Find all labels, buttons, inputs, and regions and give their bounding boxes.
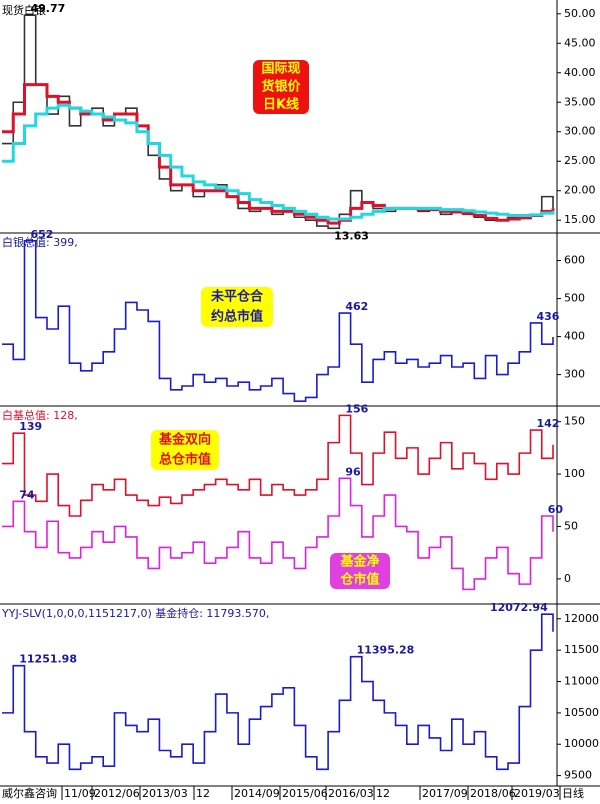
x-tick-label: 12: [196, 787, 210, 800]
value-label: 60: [548, 503, 564, 516]
annotation-text: 日K线: [263, 97, 299, 113]
panel-title: YYJ-SLV(1,0,0,0,1151217,0) 基金持仓: 11793.5…: [1, 606, 269, 620]
y-tick-label: 35.00: [564, 95, 596, 108]
value-label: 49.77: [30, 2, 65, 15]
panel-title: 白银总值: 399,: [2, 235, 78, 249]
y-tick-label: 150: [564, 415, 585, 428]
annotation-text: 总仓市值: [159, 452, 211, 468]
series-line: [2, 240, 554, 402]
annotation-box: [151, 430, 219, 470]
y-tick-label: 0: [564, 572, 571, 585]
y-tick-label: 30.00: [564, 125, 596, 138]
panel-title: 现货白银: [2, 3, 46, 17]
y-tick-label: 11000: [564, 675, 599, 688]
value-label: 11251.98: [19, 653, 77, 666]
value-label: 462: [345, 300, 368, 313]
value-label: 156: [345, 402, 368, 415]
value-label: 139: [19, 420, 42, 433]
y-tick-label: 400: [564, 330, 585, 343]
x-tick-label: 2019/03: [514, 787, 560, 800]
y-tick-label: 500: [564, 292, 585, 305]
annotation-text: 约总市值: [211, 309, 263, 325]
series-line: [2, 477, 554, 591]
panel-title: 白基总值: 128,: [2, 408, 78, 422]
value-label: 12072.94: [490, 601, 548, 614]
value-label: 436: [537, 310, 560, 323]
value-label: 142: [537, 417, 560, 430]
value-label: 96: [345, 465, 361, 478]
y-tick-label: 25.00: [564, 154, 596, 167]
value-label: 13.63: [334, 229, 369, 242]
y-tick-label: 100: [564, 467, 585, 480]
value-label: 74: [19, 488, 35, 501]
x-tick-label: 2017/09: [422, 787, 468, 800]
y-tick-label: 300: [564, 368, 585, 381]
annotation-box: [330, 553, 390, 589]
x-tick-label: 12: [376, 787, 390, 800]
y-tick-label: 10000: [564, 737, 599, 750]
value-label: 11395.28: [357, 644, 415, 657]
annotation-text: 基金双向: [158, 432, 211, 448]
annotation-box: [201, 287, 273, 327]
y-tick-label: 600: [564, 254, 585, 267]
x-tick-label: 2015/06: [282, 787, 328, 800]
y-tick-label: 50.00: [564, 7, 596, 20]
x-tick-label: 2016/03: [328, 787, 374, 800]
annotation-text: 未平仓合: [210, 289, 264, 305]
x-tick-label: 2013/03: [142, 787, 188, 800]
x-tick-label: 威尔鑫咨询: [2, 786, 57, 800]
x-tick-label: 日线: [562, 786, 584, 800]
annotation-text: 仓市值: [339, 572, 379, 588]
y-tick-label: 11500: [564, 643, 599, 656]
x-tick-label: 11/09: [64, 787, 96, 800]
x-tick-label: 2018/06: [470, 787, 516, 800]
series-line: [2, 613, 554, 771]
annotation-box: [253, 60, 309, 114]
y-tick-label: 45.00: [564, 36, 596, 49]
series-line: [2, 103, 555, 221]
y-tick-label: 20.00: [564, 184, 596, 197]
annotation-text: 国际现: [261, 62, 300, 77]
value-label: 652: [30, 228, 53, 241]
annotation-text: 基金净: [339, 554, 379, 570]
y-tick-label: 50: [564, 519, 578, 532]
y-tick-label: 15.00: [564, 213, 596, 226]
annotation-text: 货银价: [261, 79, 301, 95]
series-line: [2, 414, 554, 517]
y-tick-label: 12000: [564, 612, 599, 625]
x-tick-label: 2012/06: [94, 787, 140, 800]
x-tick-label: 2014/09: [234, 787, 280, 800]
y-tick-label: 10500: [564, 706, 599, 719]
y-tick-label: 40.00: [564, 66, 596, 79]
y-tick-label: 9500: [564, 769, 592, 782]
